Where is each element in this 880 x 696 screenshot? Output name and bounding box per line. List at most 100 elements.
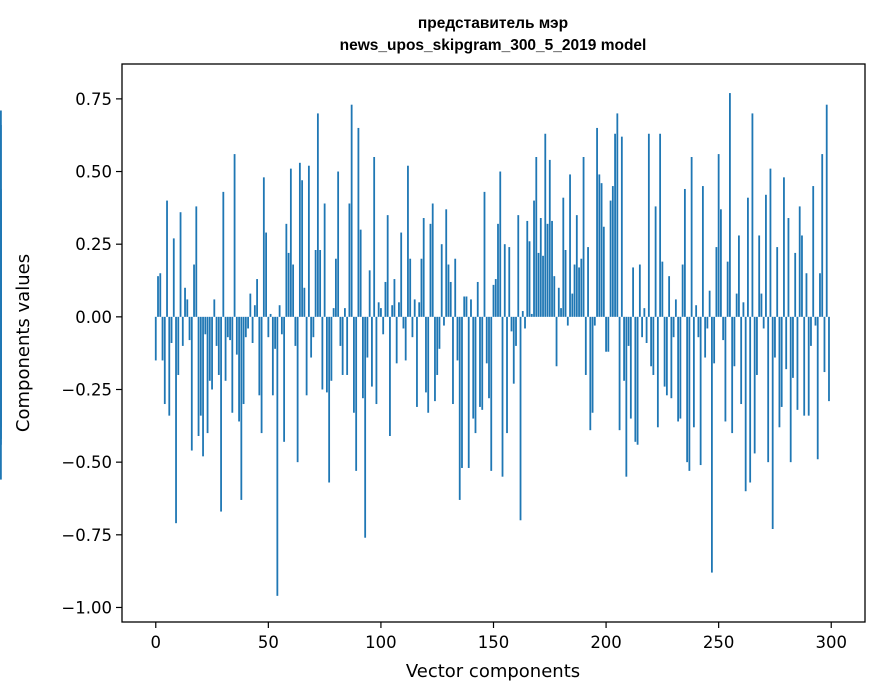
bar [634, 316, 637, 442]
bar [344, 308, 346, 317]
bar [377, 302, 380, 317]
bar [425, 316, 427, 393]
bar [659, 133, 662, 317]
bar [157, 276, 159, 317]
bar [382, 316, 385, 335]
bar [792, 316, 794, 378]
bar [476, 281, 479, 317]
bar [226, 316, 229, 338]
bar [249, 293, 252, 317]
bar [400, 232, 403, 317]
bar [292, 264, 295, 317]
bar [409, 258, 412, 317]
x-tick-label: 100 [365, 633, 397, 652]
bar [0, 223, 2, 317]
bar [539, 218, 542, 317]
bar [208, 316, 211, 381]
bar [422, 218, 425, 317]
bar [654, 206, 657, 317]
bar [571, 293, 574, 317]
bar [204, 316, 207, 335]
bar [645, 316, 648, 343]
bar [411, 316, 414, 338]
bar [256, 279, 258, 317]
bar [517, 215, 520, 317]
bar [609, 200, 612, 317]
x-ticks: 0 50 100 150 200 250 300 [151, 622, 847, 652]
bar [695, 305, 698, 317]
bar [447, 264, 450, 317]
bar [805, 273, 808, 317]
bar [298, 162, 301, 317]
bar [328, 316, 331, 483]
bar [463, 296, 466, 317]
bar [323, 203, 326, 317]
bar [416, 316, 418, 407]
bar [562, 197, 565, 317]
bar [596, 127, 598, 317]
bar [769, 168, 772, 317]
bar [186, 299, 189, 317]
bar [778, 316, 781, 428]
bar [566, 316, 569, 326]
bar [154, 316, 157, 361]
bar [443, 316, 445, 326]
bar [494, 279, 497, 317]
bar [398, 302, 400, 317]
bar [573, 264, 576, 317]
bar [821, 154, 824, 317]
bar [458, 316, 461, 500]
bar [535, 157, 538, 317]
bar [801, 235, 803, 317]
y-tick-label: −0.75 [61, 526, 112, 545]
bar [803, 316, 806, 416]
y-tick-label: −0.25 [61, 381, 112, 400]
bar [305, 316, 308, 396]
bar [519, 316, 522, 521]
bar [697, 316, 700, 338]
bar [686, 316, 689, 463]
bar [258, 316, 261, 396]
plot-area-frame [121, 63, 866, 623]
bar [402, 316, 405, 329]
bar [760, 293, 763, 317]
bar [537, 252, 540, 317]
bar [161, 316, 164, 361]
y-axis-label: Components values [13, 254, 34, 432]
bar [506, 316, 508, 434]
bar [711, 316, 713, 573]
bar [334, 258, 337, 317]
bar [393, 279, 396, 317]
bar [479, 316, 481, 407]
bar [339, 316, 342, 346]
bar [593, 316, 596, 326]
bar [488, 316, 490, 399]
bar [787, 218, 790, 317]
bar [783, 177, 785, 317]
bar [744, 316, 747, 492]
bar [490, 316, 493, 471]
bar [656, 316, 659, 428]
bar [810, 316, 812, 346]
bar [346, 316, 349, 375]
bar [348, 203, 351, 317]
bar [616, 113, 619, 317]
bar [629, 316, 632, 419]
bar [195, 206, 198, 317]
bar [445, 209, 448, 317]
bar [672, 316, 675, 338]
bar [663, 316, 666, 387]
bar [389, 316, 391, 436]
bar [407, 165, 409, 317]
bar [235, 316, 238, 355]
bar [319, 250, 322, 317]
bar [190, 316, 193, 451]
bars-group [0, 93, 830, 596]
bar [269, 313, 272, 317]
bar [436, 316, 439, 375]
bar [726, 261, 729, 317]
chart-title-line-2: news_upos_skipgram_300_5_2019 model [340, 37, 647, 54]
bar [524, 316, 526, 329]
bar [582, 157, 585, 317]
bar [177, 316, 180, 375]
